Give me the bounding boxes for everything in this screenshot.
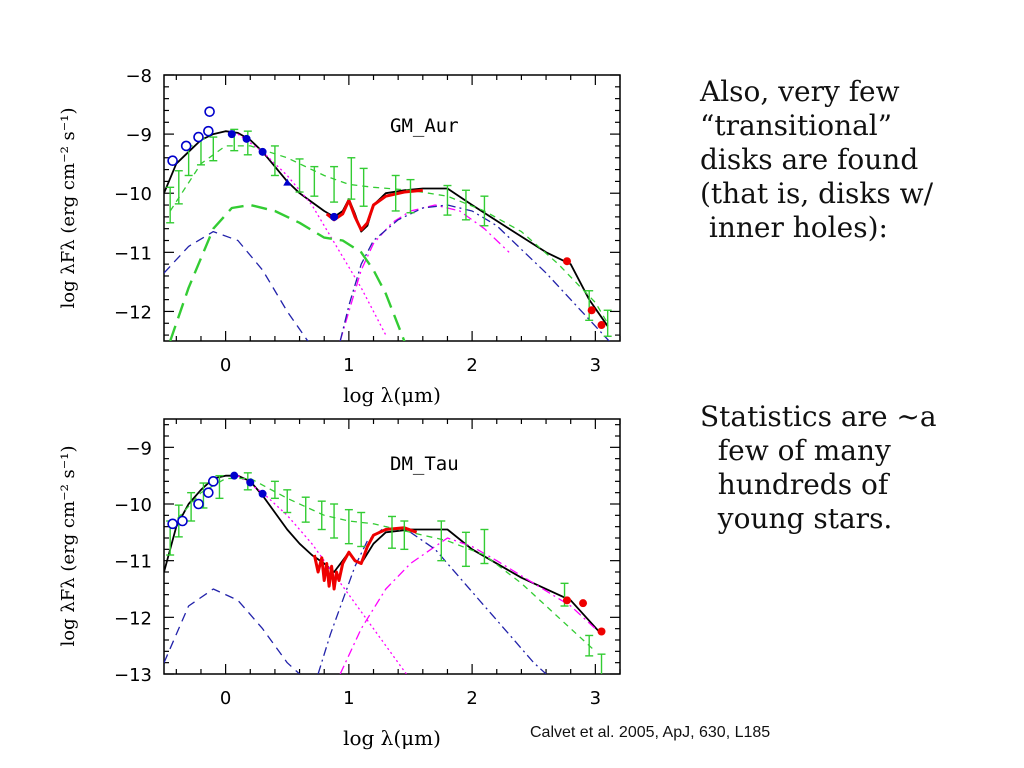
data-point-filled	[587, 306, 596, 315]
note-line: Also, very few	[700, 75, 900, 108]
data-point-filled	[579, 599, 588, 608]
data-point-open	[203, 125, 214, 137]
note-line: inner holes):	[700, 211, 888, 244]
y-tick-label: −10	[114, 495, 152, 516]
data-point-open	[167, 518, 178, 530]
note-transitional-disks: Also, very few “transitional” disks are …	[700, 75, 933, 245]
note-line: few of many	[700, 434, 891, 467]
model-curve-dotted	[237, 133, 387, 336]
panel-gm-aur: 0 1 2 3 −8 −9 −10 −11 −12 GM_Aur log λ(μm) log λ…	[58, 66, 621, 407]
plot-frame	[163, 74, 621, 342]
data-point-open	[207, 476, 219, 487]
series-layer	[164, 474, 603, 674]
x-tick-label: 0	[220, 688, 231, 709]
data-point-triangle	[283, 178, 292, 186]
panel-dm-tau: 0 1 2 3 −9 −10 −11 −12 −13 DM_Tau log λ(μm) log …	[58, 418, 621, 750]
x-tick-label: 1	[343, 688, 354, 709]
tick-layer: 0 1 2 3 −9 −10 −11 −12 −13	[114, 419, 621, 709]
note-statistics: Statistics are ~a few of many hundreds o…	[700, 400, 937, 536]
x-axis-label: log λ(μm)	[343, 383, 441, 407]
y-axis-label: log λFλ (erg cm⁻² s⁻¹)	[58, 446, 79, 647]
note-line: disks are found	[700, 143, 919, 176]
data-point-open	[193, 131, 204, 143]
model-curve-long-dash	[169, 203, 406, 341]
data-point-filled	[258, 489, 267, 498]
model-curve-dash-dot	[339, 204, 610, 341]
point-layer	[166, 471, 606, 674]
data-point-open	[204, 106, 215, 117]
y-tick-label: −11	[114, 243, 152, 264]
y-tick-label: −10	[114, 184, 152, 205]
data-point-filled	[227, 130, 236, 139]
model-curve-dashed	[164, 588, 301, 674]
model-curve-dotted	[237, 475, 408, 674]
note-line: Statistics are ~a	[700, 400, 937, 433]
y-tick-label: −8	[125, 66, 152, 87]
data-point-open	[193, 498, 204, 510]
model-curve-short-dash	[169, 477, 596, 652]
model-curve-short-dash	[169, 145, 609, 324]
y-tick-label: −9	[125, 438, 152, 459]
spectrum-trace	[325, 188, 423, 232]
y-tick-label: −13	[114, 665, 152, 686]
data-point-filled	[330, 212, 339, 221]
data-point-filled	[242, 134, 251, 143]
y-tick-label: −12	[114, 302, 152, 323]
panel-label: GM_Aur	[390, 115, 459, 137]
spectrum-trace	[312, 526, 418, 591]
series-layer	[164, 130, 610, 341]
x-tick-label: 1	[343, 355, 354, 376]
model-curve-dash-dot	[339, 204, 510, 341]
model-curve-dashed	[164, 230, 309, 341]
model-curve-solid	[164, 474, 603, 635]
data-point-filled	[597, 627, 606, 636]
y-axis-label: log λFλ (erg cm⁻² s⁻¹)	[58, 108, 79, 309]
data-point-filled	[258, 147, 267, 156]
x-axis-label: log λ(μm)	[343, 726, 441, 750]
data-point-open	[203, 487, 214, 498]
plot-frame	[163, 418, 621, 675]
note-line: young stars.	[700, 502, 893, 535]
data-point-filled	[563, 257, 572, 266]
data-point-open	[167, 155, 178, 167]
tick-layer: 0 1 2 3 −8 −9 −10 −11 −12	[114, 66, 621, 376]
data-point-filled	[597, 321, 606, 330]
citation: Calvet et al. 2005, ApJ, 630, L185	[530, 724, 771, 741]
x-tick-label: 3	[590, 355, 601, 376]
x-tick-label: 0	[220, 355, 231, 376]
data-point-filled	[563, 596, 572, 605]
note-line: hundreds of	[700, 468, 889, 501]
x-tick-label: 3	[590, 688, 601, 709]
x-tick-label: 2	[466, 355, 477, 376]
data-point-filled	[246, 478, 255, 487]
data-point-filled	[230, 471, 239, 480]
point-layer	[166, 106, 612, 337]
y-tick-label: −12	[114, 608, 152, 629]
panel-label: DM_Tau	[390, 453, 459, 475]
note-line: (that is, disks w/	[700, 177, 934, 210]
data-point-open	[177, 515, 188, 527]
x-tick-label: 2	[466, 688, 477, 709]
y-tick-label: −9	[125, 125, 152, 146]
data-point-open	[180, 140, 192, 152]
y-tick-label: −11	[114, 552, 152, 573]
note-line: “transitional”	[700, 109, 893, 142]
model-curve-dash-dot	[339, 537, 602, 674]
